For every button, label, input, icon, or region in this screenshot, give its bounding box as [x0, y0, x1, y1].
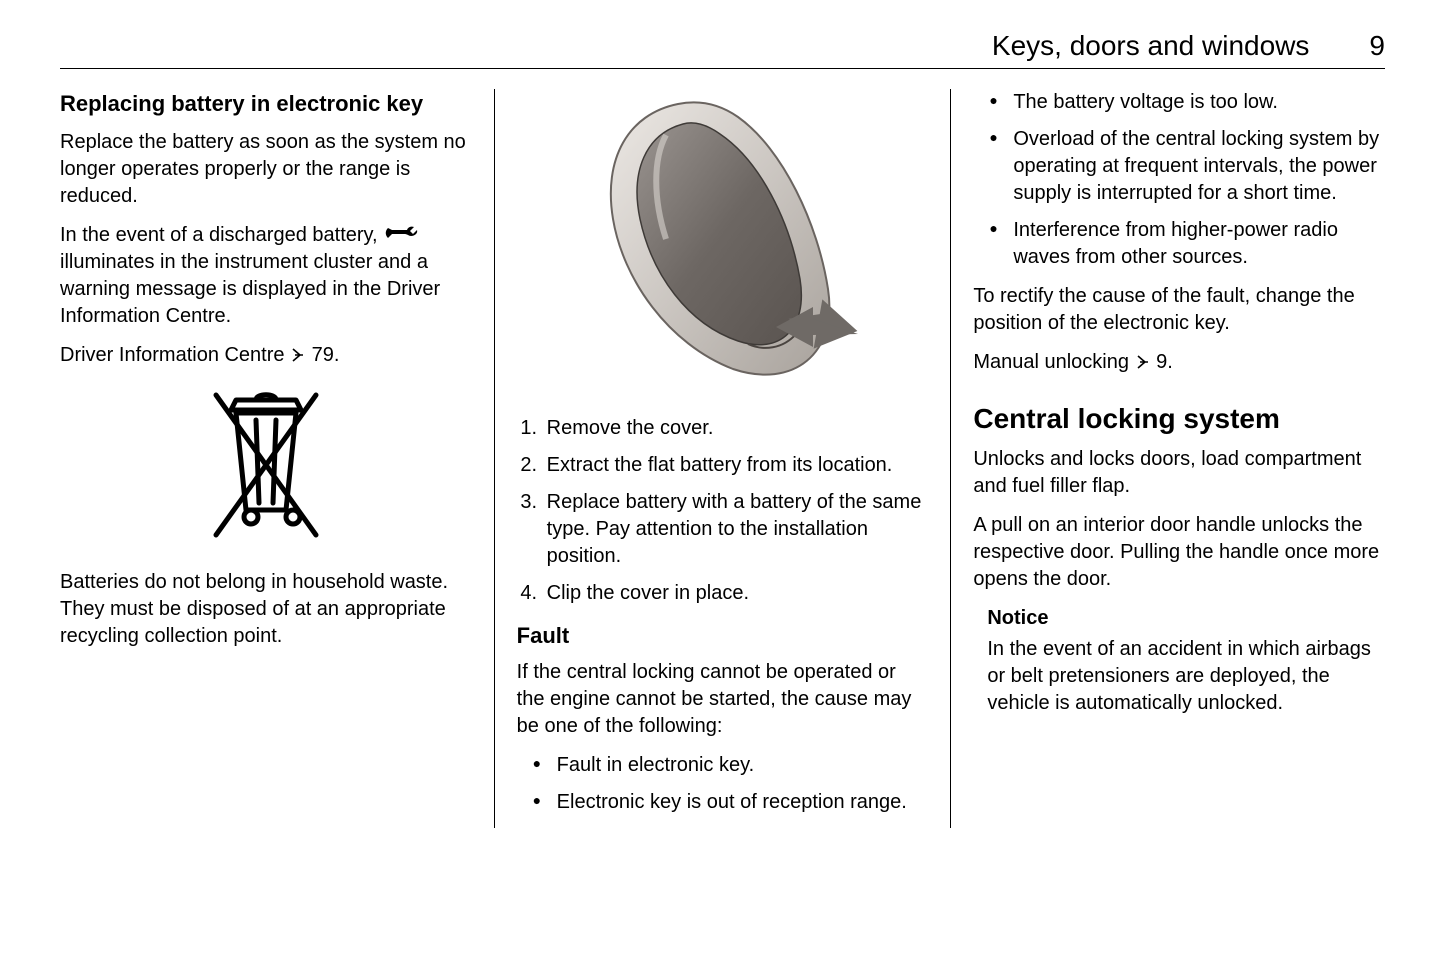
column-divider-2 [950, 89, 951, 828]
column-divider-1 [494, 89, 495, 828]
notice-block: Notice In the event of an accident in wh… [973, 605, 1385, 717]
fault-item-5: Interference from higher-power radio wav… [983, 217, 1385, 271]
page-ref-icon [290, 344, 306, 371]
heading-replace-battery: Replacing battery in electronic key [60, 89, 472, 119]
para-fault-intro: If the central locking cannot be operate… [517, 659, 929, 740]
para-disposal: Batteries do not belong in household was… [60, 569, 472, 650]
para-cls-1: Unlocks and locks doors, load compartmen… [973, 446, 1385, 500]
content-columns: Replacing battery in electronic key Repl… [60, 89, 1385, 828]
manual-unlock-page: 9. [1151, 351, 1173, 373]
para-replace-intro: Replace the battery as soon as the syste… [60, 129, 472, 210]
fault-item-1: Fault in electronic key. [527, 752, 929, 779]
page-ref-icon [1135, 351, 1151, 378]
no-bin-icon [60, 385, 472, 553]
xref-page: 79. [306, 344, 339, 366]
step-4: Clip the cover in place. [543, 580, 929, 607]
para-discharged-battery: In the event of a discharged battery, il… [60, 222, 472, 330]
notice-body: In the event of an accident in which air… [987, 636, 1385, 717]
column-1: Replacing battery in electronic key Repl… [60, 89, 490, 828]
fault-item-4: Overload of the central locking system b… [983, 126, 1385, 207]
column-3: The battery voltage is too low. Overload… [955, 89, 1385, 828]
step-3: Replace battery with a battery of the sa… [543, 489, 929, 570]
text-after-wrench: illuminates in the instrument cluster an… [60, 251, 440, 327]
manual-unlock-label: Manual unlocking [973, 351, 1134, 373]
fault-item-3: The battery voltage is too low. [983, 89, 1385, 116]
heading-fault: Fault [517, 621, 929, 651]
step-2: Extract the flat battery from its locati… [543, 452, 929, 479]
fault-list-part1: Fault in electronic key. Electronic key … [517, 752, 929, 816]
para-cls-2: A pull on an interior door handle unlock… [973, 512, 1385, 593]
heading-central-locking: Central locking system [973, 400, 1385, 438]
xref-manual-unlock: Manual unlocking 9. [973, 349, 1385, 378]
battery-steps-list: Remove the cover. Extract the flat batte… [517, 415, 929, 607]
column-2: Remove the cover. Extract the flat batte… [499, 89, 947, 828]
para-rectify: To rectify the cause of the fault, chang… [973, 283, 1385, 337]
key-fob-diagram [517, 89, 929, 397]
xref-dic: Driver Information Centre 79. [60, 342, 472, 371]
step-1: Remove the cover. [543, 415, 929, 442]
xref-label: Driver Information Centre [60, 344, 290, 366]
text-before-wrench: In the event of a discharged battery, [60, 224, 383, 246]
page-header: Keys, doors and windows 9 [60, 30, 1385, 69]
fault-item-2: Electronic key is out of reception range… [527, 789, 929, 816]
section-title: Keys, doors and windows [992, 30, 1310, 62]
fault-list-part2: The battery voltage is too low. Overload… [973, 89, 1385, 271]
wrench-icon [385, 222, 419, 249]
page-number: 9 [1369, 30, 1385, 62]
notice-title: Notice [987, 605, 1385, 632]
